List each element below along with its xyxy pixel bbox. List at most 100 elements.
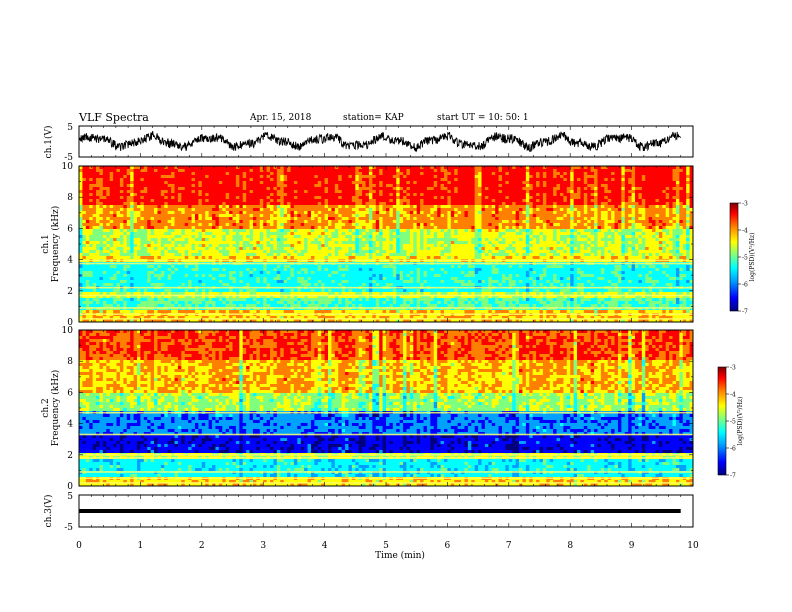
spectrogram-cell — [119, 172, 124, 176]
spectrogram-cell — [225, 202, 230, 206]
spectrogram-cell — [399, 220, 404, 224]
spectrogram-cell — [655, 196, 660, 200]
spectrogram-cell — [174, 181, 179, 185]
spectrogram-cell — [82, 172, 87, 176]
spectrogram-cell — [222, 226, 227, 230]
spectrogram-cell — [549, 193, 554, 197]
spectrogram-cell — [355, 214, 360, 218]
spectrogram-cell — [140, 238, 145, 242]
spectrogram-cell — [641, 196, 646, 200]
spectrogram-cell — [464, 238, 469, 242]
spectrogram-cell — [229, 226, 233, 230]
spectrogram-cell — [403, 196, 407, 200]
spectrogram-cell — [447, 217, 452, 221]
spectrogram-cell — [157, 172, 162, 176]
spectrogram-cell — [546, 217, 551, 221]
spectrogram-cell — [611, 205, 615, 209]
spectrogram-cell — [433, 247, 438, 251]
spectrogram-cell — [464, 172, 469, 176]
spectrogram-cell — [150, 214, 155, 218]
spectrogram-cell — [201, 169, 206, 173]
spectrogram-cell — [368, 223, 373, 227]
spectrogram-cell — [287, 208, 291, 212]
spectrogram-cell — [529, 166, 534, 170]
spectrogram-cell — [515, 217, 520, 221]
spectrogram-cell — [433, 169, 438, 173]
spectrogram-cell — [130, 205, 134, 209]
spectrogram-cell — [484, 184, 489, 188]
spectrogram-cell — [184, 166, 189, 170]
spectrogram-cell — [515, 196, 520, 200]
spectrogram-cell — [82, 175, 87, 179]
spectrogram-cell — [447, 244, 452, 248]
spectrogram-cell — [433, 190, 438, 194]
spectrogram-cell — [573, 223, 578, 227]
spectrogram-cell — [467, 205, 472, 209]
spectrogram-cell — [106, 226, 111, 230]
spectrogram-cell — [270, 175, 274, 179]
spectrogram-cell — [201, 241, 206, 245]
spectrogram-cell — [157, 244, 162, 248]
spectrogram-cell — [454, 211, 459, 215]
spectrogram-cell — [293, 205, 298, 209]
spectrogram-cell — [198, 244, 203, 248]
spectrogram-cell — [290, 178, 295, 182]
spectrogram-cell — [191, 232, 196, 236]
spectrogram-cell — [505, 202, 510, 206]
spectrogram-cell — [297, 181, 302, 185]
spectrogram-cell — [314, 235, 319, 239]
spectrogram-cell — [546, 178, 551, 182]
spectrogram-cell — [334, 241, 339, 245]
spectrogram-cell — [580, 202, 585, 206]
spectrogram-cell — [208, 184, 213, 188]
spectrogram-cell — [573, 214, 578, 218]
spectrogram-cell — [201, 229, 206, 233]
spectrogram-cell — [420, 178, 424, 182]
spectrogram-cell — [577, 238, 581, 242]
spectrogram-cell — [597, 223, 602, 227]
spectrogram-cell — [679, 232, 684, 236]
spectrogram-cell — [607, 226, 612, 230]
spectrogram-cell — [229, 220, 233, 224]
spectrogram-cell — [283, 199, 288, 203]
spectrogram-cell — [566, 193, 571, 197]
spectrogram-cell — [106, 199, 111, 203]
spectrogram-cell — [246, 178, 250, 182]
spectrogram-cell — [218, 175, 223, 179]
spectrogram-cell — [252, 193, 257, 197]
spectrogram-cell — [440, 244, 445, 248]
spectrogram-cell — [682, 238, 687, 242]
spectrogram-cell — [99, 181, 104, 185]
spectrogram-cell — [365, 208, 370, 212]
spectrogram-cell — [515, 235, 520, 239]
spectrogram-cell — [587, 208, 592, 212]
spectrogram-cell — [443, 217, 448, 221]
spectrogram-cell — [611, 226, 615, 230]
spectrogram-cell — [154, 187, 158, 191]
spectrogram-cell — [645, 199, 650, 203]
spectrogram-cell — [310, 199, 315, 203]
spectrogram-cell — [345, 241, 349, 245]
spectrogram-cell — [198, 217, 203, 221]
spectrogram-cell — [177, 187, 182, 191]
spectrogram-cell — [611, 193, 615, 197]
spectrogram-cell — [160, 217, 165, 221]
spectrogram-cell — [665, 223, 670, 227]
spectrogram-cell — [270, 223, 274, 227]
spectrogram-cell — [96, 172, 100, 176]
spectrogram-cell — [123, 181, 128, 185]
spectrogram-cell — [501, 226, 506, 230]
spectrogram-cell — [109, 169, 114, 173]
spectrogram-cell — [515, 187, 520, 191]
spectrogram-cell — [549, 202, 554, 206]
spectrogram-cell — [433, 202, 438, 206]
spectrogram-cell — [102, 193, 107, 197]
spectrogram-cell — [614, 175, 619, 179]
spectrogram-cell — [495, 181, 499, 185]
spectrogram-cell — [416, 211, 421, 215]
spectrogram-cell — [566, 217, 571, 221]
spectrogram-cell — [426, 193, 431, 197]
spectrogram-cell — [594, 184, 598, 188]
spectrogram-cell — [382, 166, 387, 170]
spectrogram-cell — [379, 220, 383, 224]
